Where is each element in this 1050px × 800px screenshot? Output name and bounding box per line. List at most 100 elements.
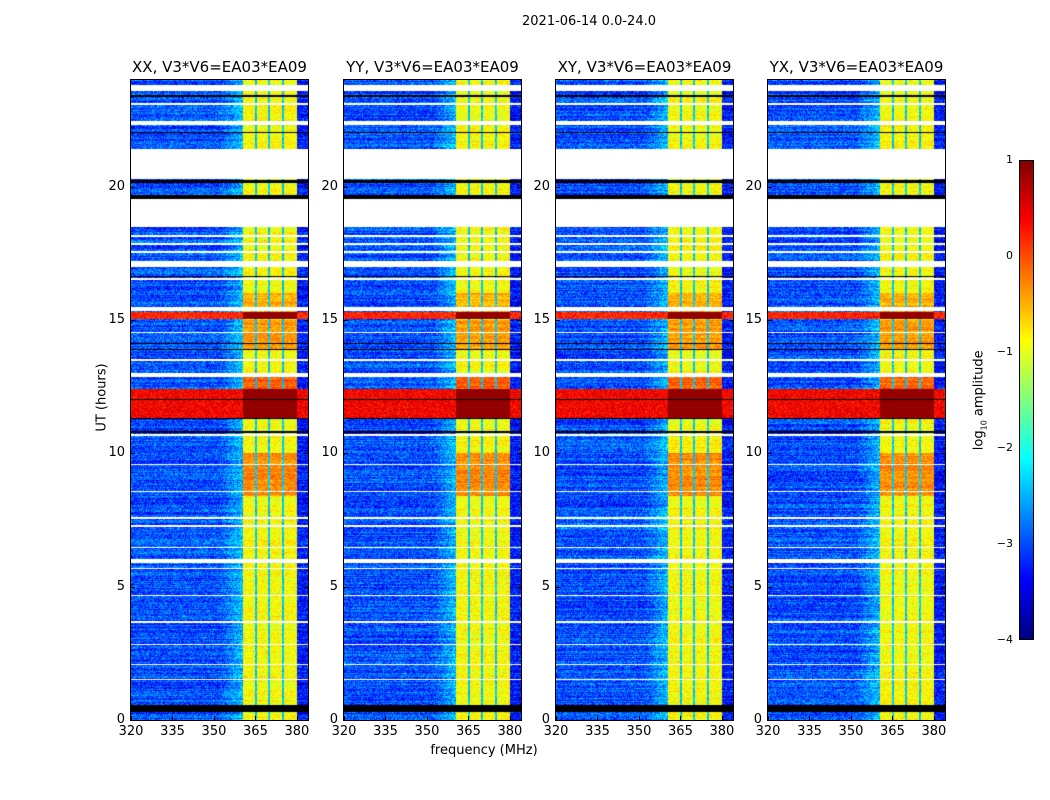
y-tick-mark [344, 186, 348, 188]
y-tick-mark [729, 720, 733, 721]
colorbar-label: log10 amplitude [972, 350, 989, 450]
x-tick-mark [385, 716, 387, 720]
x-tick-mark [556, 716, 557, 720]
x-tick-mark [721, 716, 723, 720]
x-tick-label: 365 [243, 724, 268, 739]
x-tick-mark [131, 716, 132, 720]
y-tick-label: 15 [745, 312, 762, 327]
colorbar-tick-label: −3 [996, 537, 1013, 550]
x-tick-mark [426, 716, 428, 720]
x-tick-label: 335 [797, 724, 822, 739]
x-tick-label: 350 [838, 724, 864, 739]
y-tick-label: 10 [321, 445, 338, 461]
y-tick-label: 5 [541, 578, 550, 594]
y-tick-mark [729, 186, 733, 188]
y-tick-mark [517, 320, 521, 321]
panel-title: YX, V3*V6=EA03*EA09 [769, 58, 944, 76]
y-tick-mark [768, 320, 772, 321]
y-tick-mark [729, 320, 733, 321]
y-tick-label: 15 [321, 312, 338, 327]
y-tick-label: 0 [753, 712, 762, 727]
y-tick-mark [304, 320, 308, 321]
y-tick-label: 5 [329, 578, 338, 594]
x-tick-mark [680, 716, 682, 720]
y-tick-mark [768, 453, 772, 455]
colorbar-label-suffix: amplitude [971, 350, 987, 421]
y-tick-mark [131, 186, 135, 188]
y-tick-label: 15 [108, 312, 125, 327]
x-tick-label: 380 [284, 724, 310, 739]
y-tick-mark [517, 720, 521, 721]
colorbar-label-sub: 10 [979, 420, 989, 431]
x-tick-label: 365 [668, 724, 693, 739]
x-tick-mark [255, 716, 257, 720]
panel-xy: XY, V3*V6=EA03*EA09 0 5 10 15 20 320 335 350 365… [533, 58, 734, 739]
y-tick-label: 15 [533, 312, 550, 327]
x-tick-label: 380 [921, 724, 947, 739]
y-tick-mark [941, 586, 945, 588]
y-tick-mark [344, 453, 348, 455]
colorbar [1019, 160, 1034, 640]
y-tick-label: 20 [533, 178, 550, 194]
x-tick-label: 320 [331, 724, 357, 739]
x-tick-label: 380 [497, 724, 523, 739]
y-tick-label: 10 [533, 445, 550, 461]
x-tick-mark [850, 716, 852, 720]
x-tick-label: 380 [709, 724, 735, 739]
y-tick-mark [729, 453, 733, 455]
x-tick-mark [933, 716, 935, 720]
y-tick-mark [556, 720, 560, 721]
x-tick-label: 335 [373, 724, 398, 739]
colorbar-tick-label: 0 [1006, 249, 1013, 262]
y-tick-mark [304, 453, 308, 455]
x-tick-mark [809, 716, 811, 720]
colorbar-tick-label: 1 [1006, 153, 1013, 166]
x-tick-mark [468, 716, 470, 720]
x-tick-label: 365 [456, 724, 481, 739]
y-tick-mark [517, 586, 521, 588]
y-tick-mark [344, 720, 348, 721]
y-tick-mark [556, 586, 560, 588]
colorbar-tick-label: −4 [996, 633, 1013, 646]
y-tick-mark [941, 320, 945, 321]
y-tick-mark [768, 720, 772, 721]
colorbar-tick-label: −2 [996, 441, 1013, 454]
y-tick-mark [768, 186, 772, 188]
y-tick-label: 10 [108, 445, 125, 461]
panel-title: YY, V3*V6=EA03*EA09 [346, 58, 519, 76]
x-tick-label: 335 [160, 724, 185, 739]
panel-yx: YX, V3*V6=EA03*EA09 0 5 10 15 20 320 335 350 365… [745, 58, 946, 739]
y-tick-mark [131, 720, 135, 721]
y-tick-mark [556, 453, 560, 455]
y-tick-mark [344, 586, 348, 588]
y-tick-label: 0 [329, 712, 338, 727]
y-tick-mark [729, 586, 733, 588]
y-tick-label: 20 [745, 178, 762, 194]
y-tick-label: 10 [745, 445, 762, 461]
x-tick-mark [892, 716, 894, 720]
x-tick-mark [768, 716, 769, 720]
y-tick-mark [304, 186, 308, 188]
x-axis-label: frequency (MHz) [430, 743, 538, 758]
x-tick-mark [509, 716, 511, 720]
panel-xx: XX, V3*V6=EA03*EA09 0 5 10 15 20 320 335 350 365… [108, 58, 309, 739]
heatmap-image [768, 80, 945, 720]
y-tick-mark [941, 720, 945, 721]
x-tick-label: 350 [414, 724, 440, 739]
y-tick-mark [131, 320, 135, 321]
y-tick-mark [941, 186, 945, 188]
y-tick-label: 0 [541, 712, 550, 727]
figure-title: 2021-06-14 0.0-24.0 [522, 14, 656, 29]
y-tick-mark [941, 453, 945, 455]
y-tick-label: 5 [753, 578, 762, 594]
x-tick-mark [638, 716, 640, 720]
y-tick-mark [344, 320, 348, 321]
x-tick-mark [172, 716, 174, 720]
heatmap-image [556, 80, 733, 720]
x-tick-label: 335 [585, 724, 610, 739]
panel-yy: YY, V3*V6=EA03*EA09 0 5 10 15 20 320 335 350 365… [321, 58, 522, 739]
x-tick-mark [344, 716, 345, 720]
y-tick-mark [304, 586, 308, 588]
y-tick-mark [517, 453, 521, 455]
